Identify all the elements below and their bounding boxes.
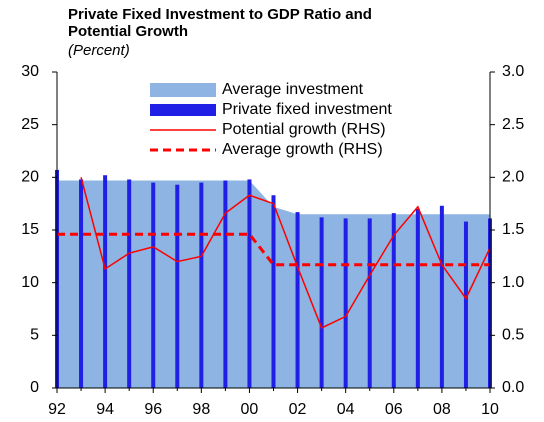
bar — [151, 182, 156, 388]
y-tick-label: 25 — [21, 116, 39, 133]
bar — [223, 180, 228, 388]
bar — [463, 221, 468, 388]
x-tick-label: 06 — [385, 401, 403, 418]
bar — [199, 182, 204, 388]
bar — [343, 218, 348, 388]
y2-tick-label: 1.5 — [502, 221, 524, 238]
bar — [367, 218, 372, 388]
y2-tick-label: 0.5 — [502, 327, 524, 344]
chart-title: Private Fixed Investment to GDP Ratio an… — [68, 6, 372, 40]
x-tick-label: 96 — [144, 401, 162, 418]
x-tick-label: 10 — [481, 401, 499, 418]
x-tick-label: 08 — [433, 401, 451, 418]
bar — [127, 179, 132, 388]
legend-label: Average investment — [222, 81, 364, 98]
y-tick-label: 5 — [30, 327, 39, 344]
y-tick-label: 20 — [21, 169, 39, 186]
legend-label: Potential growth (RHS) — [222, 121, 386, 138]
y-tick-label: 15 — [21, 221, 39, 238]
x-tick-label: 94 — [96, 401, 114, 418]
x-tick-label: 98 — [192, 401, 210, 418]
x-tick-label: 04 — [337, 401, 355, 418]
line — [80, 177, 491, 329]
bar — [319, 217, 324, 388]
y2-tick-label: 1.0 — [502, 274, 524, 291]
bar — [271, 195, 276, 388]
legend-swatch — [150, 83, 216, 97]
y-tick-label: 0 — [30, 379, 39, 396]
x-tick-label: 92 — [48, 401, 66, 418]
y-tick-label: 30 — [21, 63, 39, 80]
legend-swatch — [150, 104, 216, 116]
bar — [175, 184, 180, 388]
bar — [415, 208, 420, 388]
y2-tick-label: 2.5 — [502, 116, 524, 133]
y2-tick-label: 0.0 — [502, 379, 524, 396]
bar — [439, 205, 444, 388]
y2-tick-label: 3.0 — [502, 63, 524, 80]
bar — [247, 179, 252, 388]
x-tick-label: 00 — [241, 401, 259, 418]
legend-label: Average growth (RHS) — [222, 141, 383, 158]
x-tick-label: 02 — [289, 401, 307, 418]
legend-label: Private fixed investment — [222, 101, 392, 118]
bar — [79, 179, 84, 388]
bar — [103, 175, 108, 388]
bar — [391, 213, 396, 388]
bar — [295, 212, 300, 388]
y2-tick-label: 2.0 — [502, 169, 524, 186]
y-tick-label: 10 — [21, 274, 39, 291]
line — [57, 232, 490, 267]
chart-subtitle: (Percent) — [68, 42, 130, 59]
